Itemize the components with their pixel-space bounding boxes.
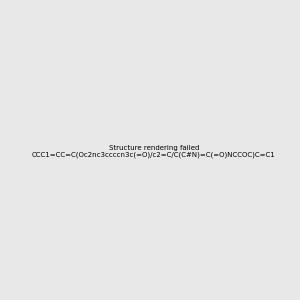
Text: Structure rendering failed
CCC1=CC=C(Oc2nc3ccccn3c(=O)/c2=C/C(C#N)=C(=O)NCCOC)C=: Structure rendering failed CCC1=CC=C(Oc2… — [32, 145, 276, 158]
